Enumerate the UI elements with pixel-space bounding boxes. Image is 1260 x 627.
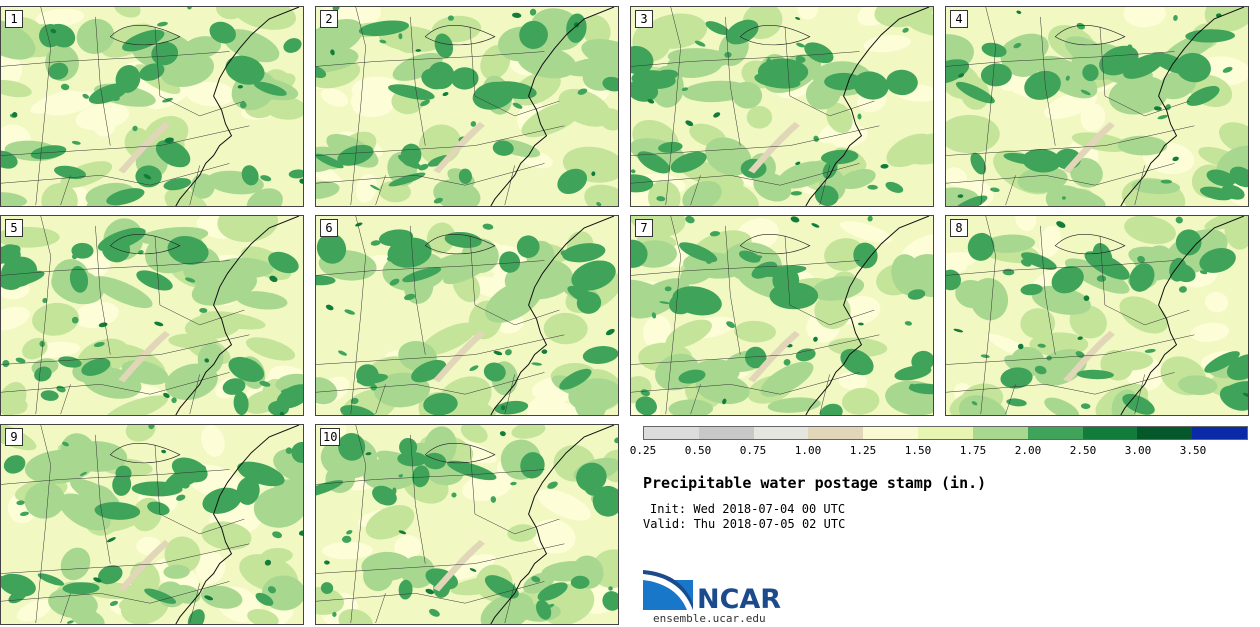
ncar-logo-icon [643,570,693,610]
colorbar-segment [972,427,1028,439]
colorbar-tick-label: 1.75 [959,444,987,457]
colorbar-segment [698,427,754,439]
precipitable-water-map [946,7,1248,206]
member-label: 1 [5,10,23,28]
map-panel-8: 8 [945,215,1249,416]
member-label: 3 [635,10,653,28]
colorbar-segment [1082,427,1138,439]
colorbar-segment [1137,427,1193,439]
precipitable-water-map [316,216,618,415]
map-panel-7: 7 [630,215,934,416]
colorbar-tick-label: 3.50 [1179,444,1207,457]
map-panel-5: 5 [0,215,304,416]
map-panel-1: 1 [0,6,304,207]
colorbar-segment [808,427,864,439]
member-label: 5 [5,219,23,237]
member-label: 6 [320,219,338,237]
plot-title: Precipitable water postage stamp (in.) [643,474,987,492]
init-time: Init: Wed 2018-07-04 00 UTC [650,502,846,516]
colorbar-tick-label: 2.50 [1069,444,1097,457]
precipitable-water-map [631,7,933,206]
precipitable-water-map [1,216,303,415]
member-label: 8 [950,219,968,237]
valid-time: Valid: Thu 2018-07-05 02 UTC [643,517,846,531]
colorbar-segment [863,427,919,439]
map-panel-9: 9 [0,424,304,625]
precipitable-water-map [1,425,303,624]
colorbar-tick-label: 1.25 [849,444,877,457]
map-panel-10: 10 [315,424,619,625]
colorbar-tick-label: 0.75 [739,444,767,457]
member-label: 4 [950,10,968,28]
colorbar-tick-label: 0.25 [629,444,657,457]
map-panel-2: 2 [315,6,619,207]
colorbar-segment [918,427,973,439]
colorbar-tick-label: 3.00 [1124,444,1152,457]
colorbar [643,426,1248,440]
colorbar-segment [644,427,699,439]
colorbar-tick-label: 0.50 [684,444,712,457]
member-label: 7 [635,219,653,237]
colorbar-tick-label: 2.00 [1014,444,1042,457]
precipitable-water-map [946,216,1248,415]
precipitable-water-map [631,216,933,415]
colorbar-tick-label: 1.00 [794,444,822,457]
colorbar-segment [1192,427,1247,439]
colorbar-segment [1027,427,1083,439]
map-panel-3: 3 [630,6,934,207]
precipitable-water-map [316,425,618,624]
map-panel-6: 6 [315,215,619,416]
member-label: 10 [320,428,341,446]
colorbar-ticks: 0.25 0.50 0.75 1.00 1.25 1.50 1.75 2.00 2.50 3.00… [630,444,1248,458]
site-url: ensemble.ucar.edu [653,612,766,625]
member-label: 9 [5,428,23,446]
map-panel-4: 4 [945,6,1249,207]
member-label: 2 [320,10,338,28]
logo-text: NCAR [697,584,782,615]
colorbar-tick-label: 1.50 [904,444,932,457]
colorbar-segment [753,427,809,439]
precipitable-water-map [1,7,303,206]
precipitable-water-map [316,7,618,206]
